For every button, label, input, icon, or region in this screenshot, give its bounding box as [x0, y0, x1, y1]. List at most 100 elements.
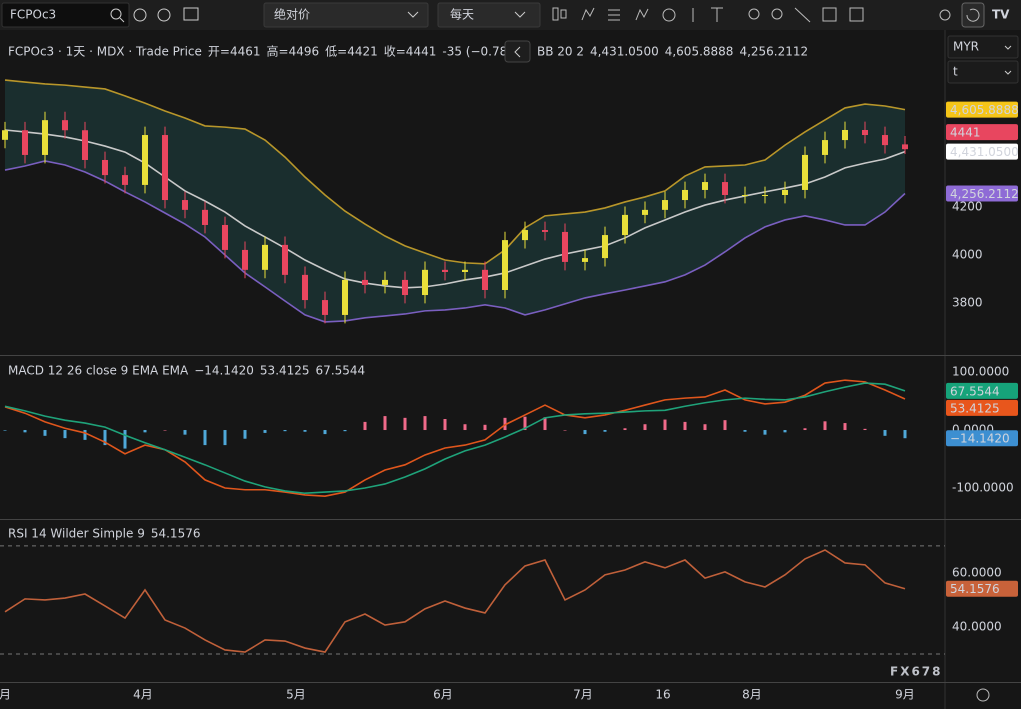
histogram-bar [404, 418, 407, 430]
candle-body [42, 120, 48, 155]
indicator-value: 53.4125 [260, 364, 310, 378]
histogram-bar [344, 430, 347, 431]
histogram-bar [304, 430, 307, 432]
x-tick-label: 8月 [742, 688, 762, 702]
histogram-bar [684, 422, 687, 430]
histogram-bar [124, 430, 127, 449]
indicator-value: 67.5544 [316, 364, 366, 378]
y-tick-label: -100.0000 [952, 481, 1014, 495]
histogram-bar [864, 429, 867, 430]
indicator-value: 4,256.2112 [739, 45, 808, 59]
indicator-value: 54.1576 [151, 527, 201, 541]
candle-body [522, 230, 528, 240]
candle-body [822, 140, 828, 155]
y-tick-label: 3800 [952, 295, 983, 309]
logo: TV [992, 8, 1010, 22]
candle-body [242, 250, 248, 270]
candle-body [262, 245, 268, 270]
watermark: FX678 [890, 665, 943, 679]
x-tick-label: 5月 [286, 688, 306, 702]
histogram-bar [644, 424, 647, 430]
histogram-bar [484, 425, 487, 430]
indicator-title: MACD 12 26 close 9 EMA EMA [8, 364, 189, 378]
candle-body [722, 182, 728, 195]
price-type[interactable]: 绝对价 [274, 7, 310, 22]
histogram-bar [84, 430, 87, 440]
x-tick-label: 月 [0, 688, 11, 702]
candle-body [382, 280, 388, 285]
x-tick-label: 9月 [895, 688, 915, 702]
candle-body [882, 135, 888, 145]
histogram-bar [704, 424, 707, 430]
candle-body [462, 270, 468, 272]
candle-body [22, 130, 28, 155]
candle-body [662, 200, 668, 210]
histogram-bar [884, 430, 887, 436]
y-tick-label: 4000 [952, 247, 983, 261]
histogram-bar [144, 430, 147, 432]
histogram-bar [64, 430, 67, 438]
symbol[interactable]: FCPOc3 [10, 8, 56, 22]
histogram-bar [844, 423, 847, 430]
histogram-bar [784, 430, 787, 432]
histogram-bar [324, 430, 327, 434]
candle-body [602, 235, 608, 258]
value-badge: −14.1420 [950, 432, 1010, 446]
histogram-bar [444, 419, 447, 430]
candle-body [442, 270, 448, 272]
unit-select[interactable] [948, 61, 1018, 83]
histogram-bar [184, 430, 187, 435]
histogram-bar [624, 428, 627, 430]
x-tick-label: 16 [655, 688, 670, 702]
collapse-button[interactable] [505, 41, 530, 62]
value-badge: 53.4125 [950, 401, 1000, 415]
x-tick-label: 4月 [133, 688, 153, 702]
candle-body [342, 280, 348, 315]
unit[interactable]: t [953, 65, 958, 79]
histogram-bar [904, 430, 907, 438]
candle-body [122, 175, 128, 185]
histogram-bar [284, 430, 287, 431]
histogram-bar [804, 428, 807, 430]
candle-body [162, 135, 168, 200]
candle-body [902, 144, 908, 149]
candle-body [282, 245, 288, 275]
interval[interactable]: 每天 [450, 7, 474, 22]
candle-body [422, 270, 428, 295]
candle-body [782, 190, 788, 195]
candle-body [702, 182, 708, 190]
indicator-label: BB 20 2 [537, 45, 584, 59]
histogram-bar [204, 430, 207, 445]
currency[interactable]: MYR [953, 40, 979, 54]
y-tick-label: 100.0000 [952, 365, 1009, 379]
y-tick-label: 4200 [952, 199, 983, 213]
candle-body [482, 270, 488, 290]
indicator-value: 4,605.8888 [665, 45, 734, 59]
histogram-bar [764, 430, 767, 435]
candle-body [402, 280, 408, 295]
candle-body [82, 130, 88, 160]
candle-body [762, 195, 768, 196]
value-badge: 54.1576 [950, 582, 1000, 596]
candle-body [362, 280, 368, 285]
price-badge: 4,256.2112 [950, 187, 1019, 201]
candle-body [842, 130, 848, 140]
candle-body [142, 135, 148, 185]
ohlc-label: 收=4441 [384, 45, 437, 59]
histogram-bar [384, 416, 387, 430]
candle-body [502, 240, 508, 290]
candle-body [62, 120, 68, 130]
histogram-bar [584, 430, 587, 434]
indicator-value: −14.1420 [194, 364, 254, 378]
undo-button[interactable] [962, 3, 984, 27]
candle-body [202, 210, 208, 225]
x-tick-label: 6月 [433, 688, 453, 702]
chart-title: FCPOc3 · 1天 · MDX · Trade Price [8, 45, 202, 59]
indicator-title: RSI 14 Wilder Simple 9 [8, 527, 145, 541]
value-badge: 67.5544 [950, 384, 1000, 398]
histogram-bar [664, 420, 667, 430]
ohlc-label: 高=4496 [267, 44, 320, 59]
ohlc-label: 开=4461 [208, 45, 261, 59]
histogram-bar [264, 430, 267, 433]
